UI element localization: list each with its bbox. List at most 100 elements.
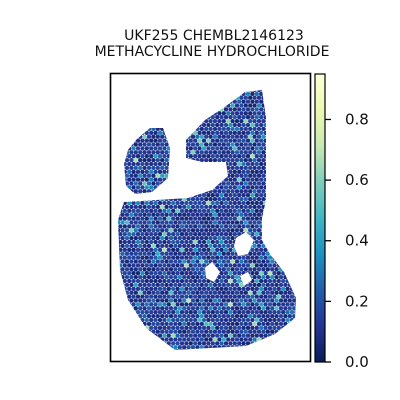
tissue-spot (175, 263, 180, 268)
tissue-spot (118, 90, 121, 93)
tissue-spot (237, 146, 242, 151)
tissue-spot (140, 115, 145, 120)
tissue-spot (197, 294, 202, 299)
tissue-spot (292, 134, 296, 139)
tissue-spot (182, 251, 187, 256)
tissue-spot (239, 118, 244, 124)
tissue-spot (157, 255, 163, 260)
tissue-spot (149, 216, 154, 221)
tissue-spot (272, 84, 276, 88)
tissue-spot (133, 313, 138, 319)
tissue-spot (248, 181, 253, 186)
tissue-spot (278, 243, 284, 249)
tissue-spot (153, 99, 158, 104)
tissue-spot (193, 310, 198, 315)
tissue-spot (250, 317, 255, 323)
tissue-spot (294, 177, 296, 182)
tissue-spot (241, 200, 246, 206)
tissue-spot (294, 122, 296, 128)
tissue-spot (272, 138, 277, 143)
tissue-spot (261, 298, 266, 303)
tissue-spot (166, 115, 171, 120)
tissue-spot (195, 95, 200, 100)
tissue-spot (287, 321, 292, 327)
tissue-spot (237, 154, 242, 159)
tissue-spot (199, 345, 204, 350)
tissue-spot (151, 228, 156, 233)
tissue-spot (226, 157, 231, 163)
tissue-spot (263, 115, 268, 120)
tissue-spot (212, 306, 218, 311)
tissue-spot (248, 259, 253, 264)
tissue-spot (263, 146, 268, 151)
tissue-spot (248, 282, 253, 288)
tissue-spot (164, 267, 169, 272)
tissue-spot (171, 247, 176, 252)
tissue-spot (124, 189, 130, 194)
tissue-spot (168, 298, 174, 303)
tissue-spot (241, 146, 246, 151)
tissue-spot (171, 154, 176, 159)
tissue-spot (204, 235, 209, 241)
tissue-spot (144, 193, 149, 198)
tissue-spot (122, 193, 127, 198)
tissue-spot (274, 243, 279, 249)
tissue-spot (263, 247, 268, 252)
tissue-spot (278, 134, 284, 139)
tissue-spot (118, 317, 123, 323)
tissue-spot (265, 267, 270, 272)
tissue-spot (201, 208, 207, 213)
tissue-spot (171, 193, 176, 198)
tissue-spot (193, 99, 198, 104)
tissue-spot (241, 193, 246, 198)
tissue-spot (226, 306, 231, 311)
tissue-spot (278, 329, 284, 334)
tissue-spot (199, 204, 204, 210)
tissue-spot (127, 146, 132, 151)
tissue-spot (210, 115, 215, 120)
tissue-spot (232, 271, 237, 276)
tissue-spot (237, 310, 242, 315)
tissue-spot (270, 126, 275, 132)
tissue-spot (208, 306, 213, 311)
tissue-spot (283, 337, 288, 342)
tissue-spot (197, 216, 202, 221)
tissue-spot (166, 99, 171, 104)
tissue-spot (211, 84, 215, 88)
tissue-spot (195, 243, 200, 249)
tissue-spot (276, 138, 281, 143)
tissue-spot (294, 130, 296, 135)
tissue-spot (245, 146, 251, 151)
tissue-spot (182, 235, 187, 241)
tissue-spot (208, 157, 213, 163)
tissue-spot (263, 99, 268, 104)
tissue-spot (127, 91, 132, 96)
tissue-spot (283, 196, 288, 202)
tissue-spot (239, 189, 244, 194)
tissue-spot (166, 185, 171, 190)
tissue-spot (168, 228, 174, 233)
tissue-spot (294, 317, 296, 323)
tissue-spot (118, 286, 123, 291)
tissue-spot (221, 134, 226, 139)
tissue-spot (281, 349, 286, 350)
tissue-spot (248, 251, 253, 256)
tissue-spot (281, 193, 286, 198)
tissue-spot (217, 111, 222, 116)
tissue-spot (177, 337, 182, 342)
tissue-spot (274, 204, 279, 210)
tissue-spot (179, 232, 185, 237)
tissue-spot (131, 84, 135, 88)
tissue-spot (263, 154, 268, 159)
tissue-spot (142, 157, 147, 163)
tissue-spot (122, 310, 127, 315)
tissue-spot (226, 150, 231, 155)
tissue-spot (263, 200, 268, 206)
tissue-spot (201, 154, 207, 159)
tissue-spot (254, 294, 259, 299)
tissue-spot (155, 111, 160, 116)
tissue-spot (263, 107, 268, 112)
tissue-spot (259, 325, 264, 330)
tissue-spot (127, 349, 132, 350)
tissue-spot (184, 161, 189, 167)
